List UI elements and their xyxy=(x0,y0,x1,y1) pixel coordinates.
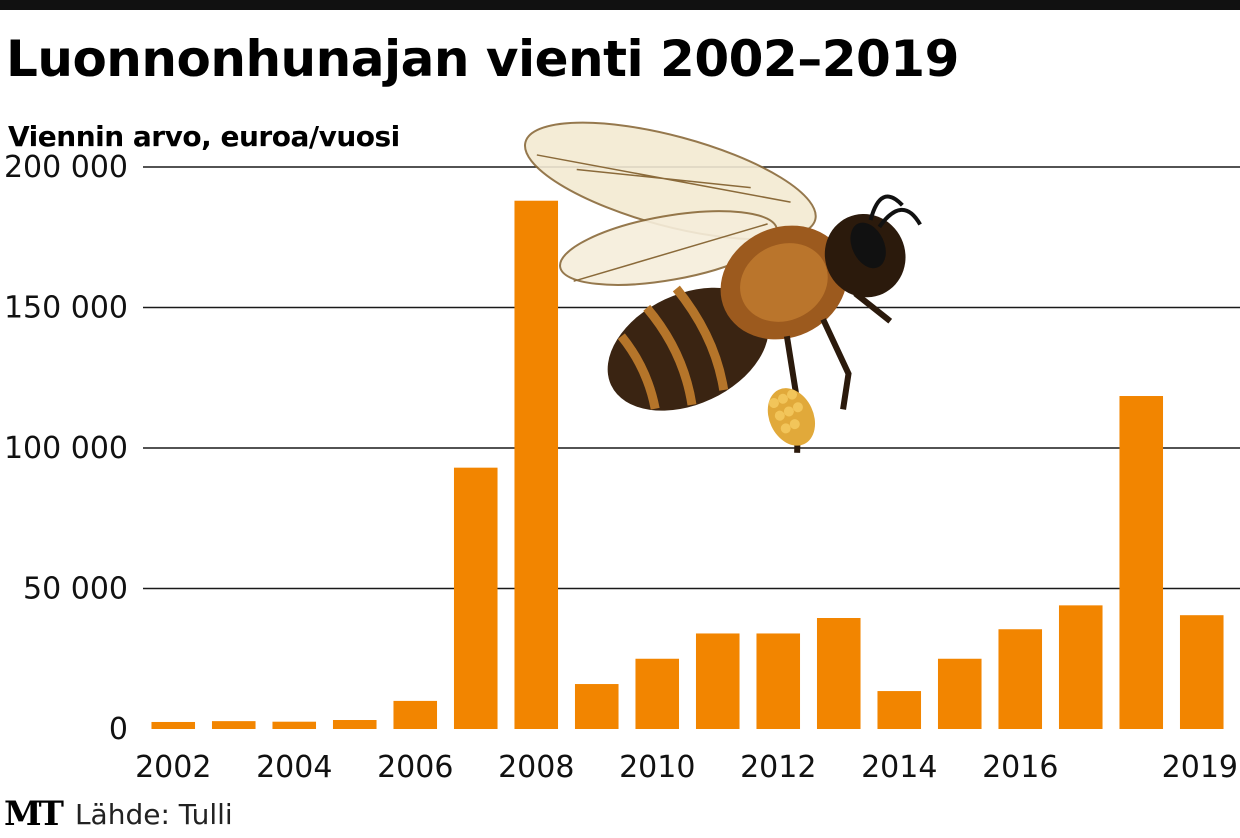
bar-2017 xyxy=(1058,605,1103,729)
bee-illustration xyxy=(523,121,922,453)
y-tick-label: 150 000 xyxy=(4,291,128,326)
bar-2006 xyxy=(393,700,438,729)
bar-2018 xyxy=(1119,396,1164,729)
x-tick-label: 2008 xyxy=(498,750,574,785)
bar-2011 xyxy=(695,633,740,729)
mt-logo: MT xyxy=(4,794,64,834)
chart-title: Luonnonhunajan vienti 2002–2019 xyxy=(6,30,959,88)
bar-2005 xyxy=(332,720,377,729)
source-note: Lähde: Tulli xyxy=(74,797,233,831)
x-tick-label: 2002 xyxy=(135,750,211,785)
top-rule xyxy=(0,0,1240,10)
x-tick-label: 2016 xyxy=(982,750,1058,785)
y-tick-label: 200 000 xyxy=(4,150,128,185)
bar-2016 xyxy=(998,629,1043,729)
bar-2014 xyxy=(877,691,922,729)
x-tick-label: 2012 xyxy=(740,750,816,785)
y-axis-label: Viennin arvo, euroa/vuosi xyxy=(8,120,400,153)
x-tick-label: 2004 xyxy=(256,750,332,785)
bar-2012 xyxy=(756,633,801,729)
x-tick-label: 2006 xyxy=(377,750,453,785)
bar-2003 xyxy=(211,721,256,729)
x-tick-label: 2019 xyxy=(1162,750,1238,785)
bar-2013 xyxy=(816,618,861,729)
bar-2002 xyxy=(151,721,196,729)
bar-2019 xyxy=(1179,615,1224,729)
bar-chart: 0 50 000 100 000 150 000 200 000 2002 2004 2006… xyxy=(4,121,1240,785)
x-tick-label: 2010 xyxy=(619,750,695,785)
x-tick-label: 2014 xyxy=(861,750,937,785)
footer: MT Lähde: Tulli xyxy=(4,792,233,836)
bar-2015 xyxy=(937,658,982,729)
bar-2007 xyxy=(453,467,498,729)
bar-2010 xyxy=(635,658,680,729)
y-tick-label: 0 xyxy=(109,712,128,747)
bar-2009 xyxy=(574,684,619,729)
y-tick-label: 50 000 xyxy=(23,572,128,607)
bar-2004 xyxy=(272,721,317,729)
bar-2008 xyxy=(514,200,559,730)
y-tick-label: 100 000 xyxy=(4,431,128,466)
